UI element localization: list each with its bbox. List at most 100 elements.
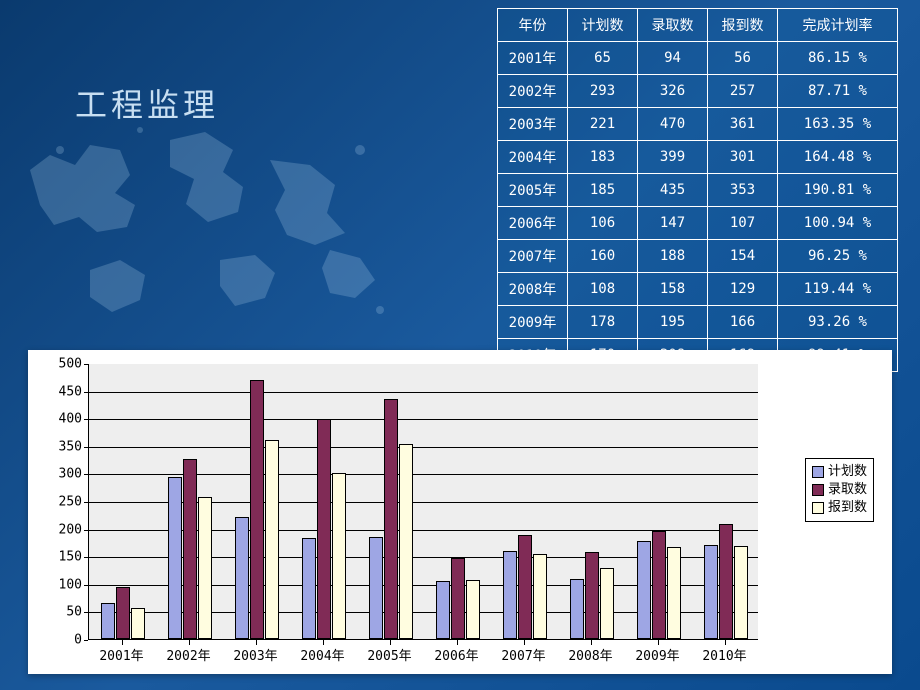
page-title: 工程监理	[75, 80, 219, 126]
table-cell: 147	[638, 207, 708, 240]
table-cell: 435	[638, 174, 708, 207]
table-header-cell: 录取数	[638, 9, 708, 42]
chart-ytick	[84, 447, 88, 448]
table-body: 2001年65945686.15 %2002年29332625787.71 %2…	[498, 42, 898, 372]
chart-ylabel: 100	[32, 577, 82, 592]
chart-bar	[250, 380, 264, 639]
table-cell: 158	[638, 273, 708, 306]
table-row: 2008年108158129119.44 %	[498, 273, 898, 306]
legend-swatch	[812, 466, 824, 478]
table-row: 2006年106147107100.94 %	[498, 207, 898, 240]
chart-ytick	[84, 557, 88, 558]
table-row: 2007年16018815496.25 %	[498, 240, 898, 273]
table-cell: 166	[708, 306, 778, 339]
table-cell: 100.94 %	[778, 207, 898, 240]
table-header-row: 年份计划数录取数报到数完成计划率	[498, 9, 898, 42]
chart-xlabel: 2006年	[427, 645, 487, 664]
chart-ytick	[84, 530, 88, 531]
legend-item: 录取数	[812, 481, 867, 499]
legend-label: 报到数	[828, 499, 867, 517]
chart-legend: 计划数录取数报到数	[805, 458, 874, 522]
chart-ytick	[84, 419, 88, 420]
chart-bar	[168, 477, 182, 639]
chart-bar	[667, 547, 681, 639]
chart-bar	[436, 581, 450, 640]
chart-xlabel: 2002年	[159, 645, 219, 664]
chart-ylabel: 400	[32, 412, 82, 427]
chart-bar	[585, 552, 599, 639]
chart-ylabel: 50	[32, 605, 82, 620]
table-cell: 361	[708, 108, 778, 141]
legend-swatch	[812, 502, 824, 514]
chart-bar	[704, 545, 718, 639]
chart-gridline	[89, 392, 758, 393]
table-cell: 154	[708, 240, 778, 273]
chart-gridline	[89, 419, 758, 420]
chart-bar	[570, 579, 584, 639]
table-row: 2001年65945686.15 %	[498, 42, 898, 75]
table-cell: 190.81 %	[778, 174, 898, 207]
table-row: 2009年17819516693.26 %	[498, 306, 898, 339]
table-cell: 107	[708, 207, 778, 240]
table-cell: 183	[568, 141, 638, 174]
chart-ylabel: 300	[32, 467, 82, 482]
table-cell: 94	[638, 42, 708, 75]
table-cell: 129	[708, 273, 778, 306]
chart-bar	[332, 473, 346, 639]
table-cell: 2005年	[498, 174, 568, 207]
table-cell: 87.71 %	[778, 75, 898, 108]
table-header-cell: 完成计划率	[778, 9, 898, 42]
table-cell: 106	[568, 207, 638, 240]
bar-chart: 050100150200250300350400450500 计划数录取数报到数…	[28, 350, 892, 674]
chart-xlabel: 2009年	[628, 645, 688, 664]
chart-ylabel: 350	[32, 439, 82, 454]
table-cell: 160	[568, 240, 638, 273]
chart-bar	[265, 440, 279, 639]
chart-bar	[369, 537, 383, 639]
chart-bar	[600, 568, 614, 639]
legend-item: 报到数	[812, 499, 867, 517]
chart-bar	[198, 497, 212, 639]
chart-bar	[734, 546, 748, 639]
chart-bar	[503, 551, 517, 639]
chart-plot-bg	[88, 364, 758, 640]
legend-label: 计划数	[828, 463, 867, 481]
table-cell: 2004年	[498, 141, 568, 174]
chart-bar	[652, 531, 666, 639]
table-row: 2004年183399301164.48 %	[498, 141, 898, 174]
table-cell: 195	[638, 306, 708, 339]
table-cell: 2001年	[498, 42, 568, 75]
chart-bar	[131, 608, 145, 639]
chart-ylabel: 500	[32, 357, 82, 372]
table-cell: 65	[568, 42, 638, 75]
chart-ytick	[84, 474, 88, 475]
chart-bar	[451, 558, 465, 639]
chart-ytick	[84, 502, 88, 503]
table-row: 2003年221470361163.35 %	[498, 108, 898, 141]
table-row: 2002年29332625787.71 %	[498, 75, 898, 108]
chart-bar	[317, 419, 331, 639]
chart-xlabel: 2007年	[494, 645, 554, 664]
chart-bar	[302, 538, 316, 639]
chart-ylabel: 0	[32, 633, 82, 648]
table-cell: 2007年	[498, 240, 568, 273]
world-map-decor	[20, 110, 420, 360]
table-cell: 188	[638, 240, 708, 273]
table-cell: 301	[708, 141, 778, 174]
chart-plot-area: 050100150200250300350400450500	[88, 364, 758, 640]
table-cell: 2006年	[498, 207, 568, 240]
table-header-cell: 计划数	[568, 9, 638, 42]
chart-bar	[719, 524, 733, 639]
chart-ytick	[84, 364, 88, 365]
chart-ylabel: 250	[32, 495, 82, 510]
table-cell: 293	[568, 75, 638, 108]
chart-bar	[466, 580, 480, 639]
table-row: 2005年185435353190.81 %	[498, 174, 898, 207]
legend-swatch	[812, 484, 824, 496]
table-cell: 164.48 %	[778, 141, 898, 174]
chart-bar	[384, 399, 398, 639]
legend-item: 计划数	[812, 463, 867, 481]
table-header-cell: 年份	[498, 9, 568, 42]
table-cell: 2008年	[498, 273, 568, 306]
chart-xlabel: 2005年	[360, 645, 420, 664]
